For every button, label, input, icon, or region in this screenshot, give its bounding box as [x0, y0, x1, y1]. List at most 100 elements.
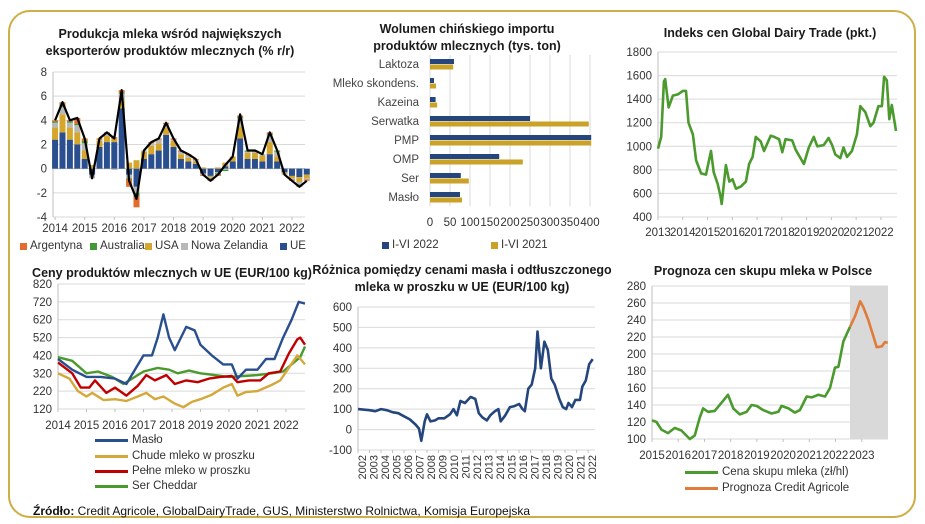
category-label: Kazeina: [377, 97, 419, 109]
series-line-2: [57, 336, 306, 397]
bar-argentyna: [303, 179, 310, 181]
series-line-0: [57, 300, 306, 386]
bar-usa: [251, 152, 258, 159]
x-tick-label: 2018: [769, 227, 795, 239]
x-tick-label: 2017: [692, 450, 718, 462]
x-tick-label: 2004: [380, 455, 392, 479]
bar-australia: [59, 104, 66, 108]
legend-label: UE: [290, 240, 306, 252]
panel-frame: [8, 10, 916, 518]
bar-usa: [148, 145, 155, 155]
legend-label: USA: [155, 240, 179, 252]
category-label: OMP: [393, 154, 420, 166]
bar-usa: [296, 177, 303, 182]
bar-2021: [430, 83, 436, 89]
chart2-china-import: 0 50 100 150 200 250 300 350 400 Laktoza Mleko sko…: [333, 55, 600, 229]
x-tick-label: 2006: [403, 455, 415, 479]
bar-2021: [430, 140, 592, 146]
bar-argentyna: [52, 120, 59, 122]
y-tick-label: 180: [627, 366, 646, 378]
x-tick-label: 2012: [472, 455, 484, 479]
bar-australia: [74, 123, 81, 126]
bar-nowa-zelandia: [222, 168, 229, 170]
bar-ue: [207, 168, 214, 176]
bar-usa: [288, 175, 295, 179]
y-tick-label: 300: [333, 363, 352, 375]
bar-nowa-zelandia: [237, 117, 244, 127]
x-tick-label: 100: [460, 217, 479, 229]
y-tick-label: 140: [627, 400, 646, 412]
y-tick-label: 320: [33, 368, 52, 380]
category-label: Serwatka: [371, 116, 420, 128]
y-tick-label: 200: [333, 384, 352, 396]
chart4-legend-maslo: Masło: [95, 434, 163, 446]
legend-line: [95, 454, 128, 458]
x-tick-label: 2021: [576, 455, 588, 479]
bar-ue: [118, 108, 125, 169]
y-tick-label: 120: [33, 404, 52, 416]
bar-usa: [244, 152, 251, 159]
y-tick-label: 600: [333, 302, 352, 314]
bar-ue: [200, 168, 207, 174]
bar-ue: [237, 138, 244, 169]
x-tick-label: 250: [520, 217, 539, 229]
y-tick-label: 400: [333, 343, 352, 355]
chart6-legend-prognoza: Prognoza Credit Agricole: [685, 482, 849, 494]
bar-ue: [103, 142, 110, 169]
legend-line: [95, 469, 128, 473]
bar-usa: [118, 101, 125, 109]
x-tick-label: 300: [540, 217, 559, 229]
x-tick-label: 2019: [190, 223, 216, 235]
bar-usa: [303, 174, 310, 179]
category-label: Masło: [388, 192, 419, 204]
bar-argentyna: [133, 196, 140, 208]
bar-ue: [66, 139, 73, 169]
y-tick-label: 260: [627, 298, 646, 310]
x-tick-label: 2014: [670, 227, 696, 239]
x-tick-label: 2020: [564, 455, 576, 479]
source-text: Credit Agricole, GlobalDairyTrade, GUS, …: [77, 504, 531, 518]
x-tick-label: 2008: [426, 455, 438, 479]
bar-usa: [170, 140, 177, 147]
gdt-line: [656, 75, 898, 206]
bar-nowa-zelandia: [103, 133, 110, 137]
chart4-legend-ser-cheddar: Ser Cheddar: [95, 480, 197, 492]
y-tick-label: 1800: [626, 47, 652, 59]
bar-usa: [133, 160, 140, 169]
y-tick-label: 100: [627, 434, 646, 446]
bar-nowa-zelandia: [266, 134, 273, 143]
bar-usa: [185, 157, 192, 162]
bar-ue: [259, 161, 266, 169]
chart2-legend-2021: I-VI 2021: [491, 239, 548, 251]
chart2-legend-2022: I-VI 2022: [382, 239, 439, 251]
bar-nowa-zelandia: [52, 122, 59, 128]
y-tick-label: 200: [627, 349, 646, 361]
bar-ue: [229, 161, 236, 169]
x-tick-label: 2005: [392, 455, 404, 479]
bar-ue: [185, 161, 192, 169]
chart1-title-line1: Produkcja mleka wśród największych: [58, 27, 282, 41]
y-tick-label: 240: [627, 315, 646, 327]
bar-usa: [207, 175, 214, 178]
bar-nowa-zelandia: [251, 151, 258, 153]
x-tick-label: 2016: [518, 455, 530, 479]
legend-label: Chude mleko w proszku: [132, 450, 255, 462]
bar-usa: [192, 161, 199, 164]
y-tick-label: 1200: [626, 118, 652, 130]
y-tick-label: 520: [33, 333, 52, 345]
x-tick-label: 2019: [744, 450, 770, 462]
bar-usa: [266, 142, 273, 155]
x-tick-label: 2020: [770, 450, 796, 462]
y-tick-label: 620: [33, 315, 52, 327]
bar-ue: [170, 146, 177, 169]
legend-line: [685, 486, 718, 490]
bar-ue: [148, 154, 155, 169]
bar-australia: [222, 169, 229, 172]
y-tick-label: 820: [33, 279, 52, 291]
legend-label: Pełne mleko w proszku: [132, 465, 251, 477]
bar-ue: [52, 139, 59, 169]
bar-2021: [430, 178, 469, 184]
chart1-title: Produkcja mleka wśród największych ekspor…: [46, 26, 295, 60]
